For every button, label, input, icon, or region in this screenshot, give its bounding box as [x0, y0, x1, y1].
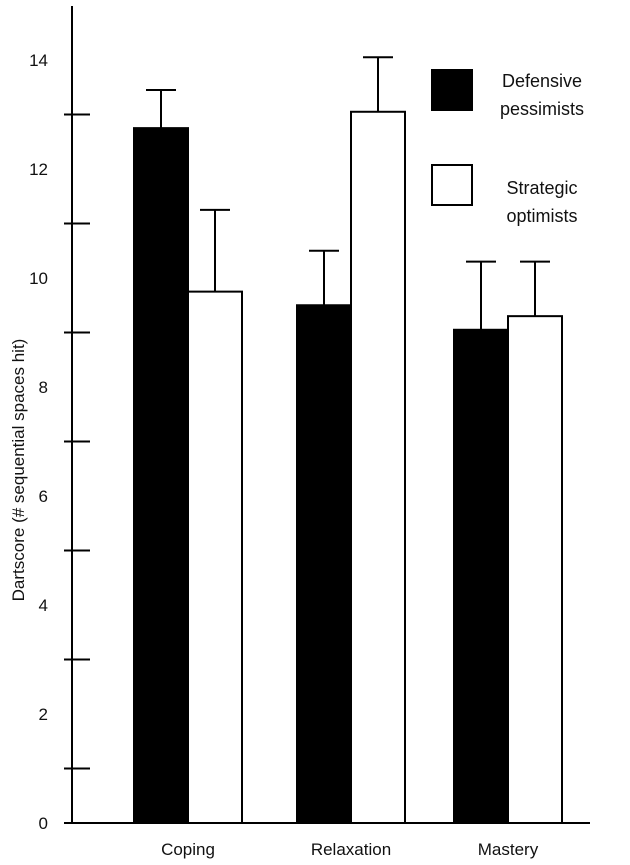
y-tick-label-6: 6 [39, 487, 48, 506]
bar-mastery-strategic-optimists [507, 315, 563, 824]
legend-label-1-line2: optimists [506, 206, 577, 226]
legend-swatch-0 [431, 69, 473, 111]
y-tick-label-12: 12 [29, 160, 48, 179]
y-tick-label-14: 14 [29, 51, 48, 70]
legend-label-0-line1: Defensive [502, 71, 582, 91]
y-tick-label-10: 10 [29, 269, 48, 288]
y-axis-title: Dartscore (# sequential spaces hit) [9, 339, 28, 602]
error-bars [146, 56, 550, 330]
bar-relaxation-strategic-optimists [350, 110, 406, 824]
legend-swatch-1 [431, 164, 473, 206]
bar-relaxation-defensive-pessimists [296, 304, 352, 824]
y-tick-label-8: 8 [39, 378, 48, 397]
y-tick-label-2: 2 [39, 705, 48, 724]
x-tick-label-relaxation: Relaxation [311, 840, 391, 859]
bar-coping-strategic-optimists [187, 290, 243, 824]
category-labels: Coping Relaxation Mastery [161, 840, 539, 859]
legend-label-1-line1: Strategic [506, 178, 577, 198]
x-tick-label-mastery: Mastery [478, 840, 539, 859]
x-tick-label-coping: Coping [161, 840, 215, 859]
y-tick-label-0: 0 [39, 814, 48, 833]
bar-mastery-defensive-pessimists [453, 328, 509, 824]
bar-coping-defensive-pessimists [133, 127, 189, 824]
y-tick-label-4: 4 [39, 596, 48, 615]
legend-label-0-line2: pessimists [500, 99, 584, 119]
legend: Defensive pessimists Strategic optimists [431, 69, 584, 226]
bars [133, 110, 563, 824]
